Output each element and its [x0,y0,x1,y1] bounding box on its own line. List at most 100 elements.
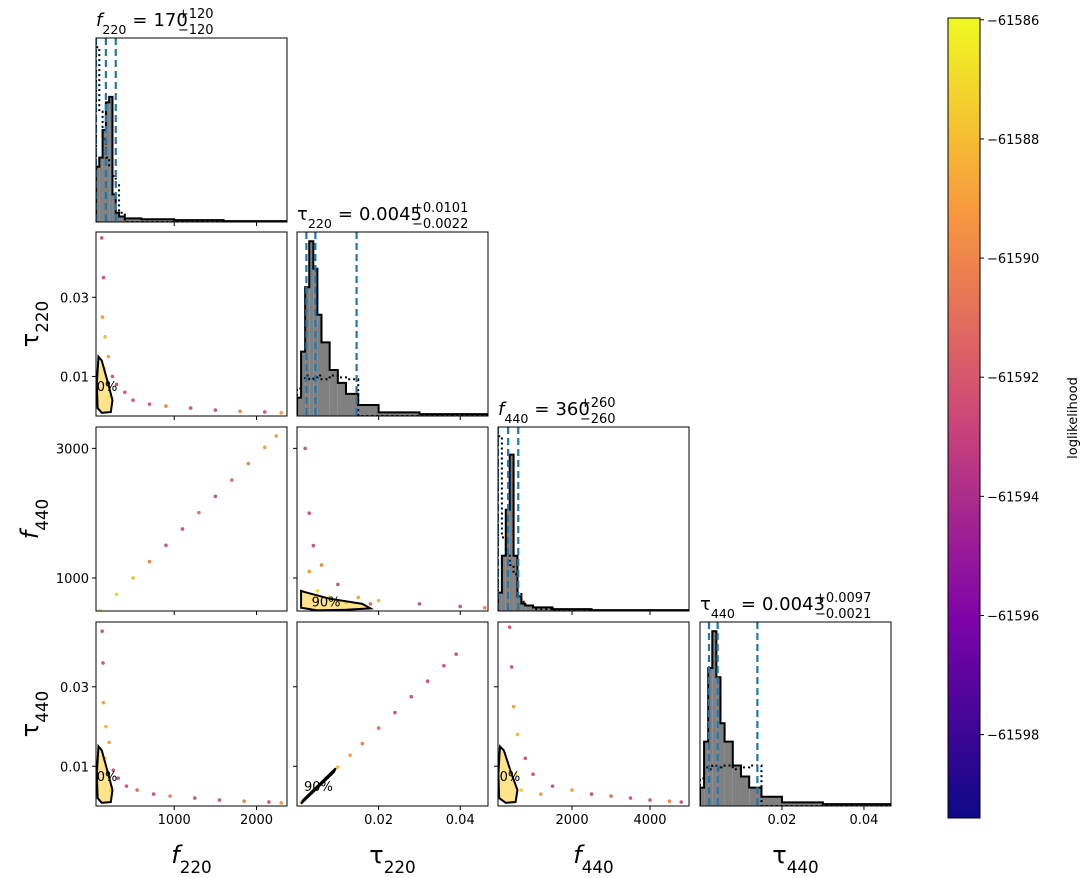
sample-point [307,511,312,515]
panel-frame [95,37,288,223]
colorbar [947,17,981,819]
panel-frame [699,621,892,807]
sample-point [180,527,185,531]
sample-point [124,784,129,788]
hist-bar [708,668,713,806]
panel-frame [95,231,288,417]
x-axis-label: f440 [573,841,613,877]
hist-bar [109,96,113,222]
sample-point [307,569,312,574]
subscript: 220 [32,301,52,333]
sample-point [303,446,307,451]
sample-point [454,652,458,656]
panel-frame [95,621,288,807]
sample-point [628,796,633,800]
sample-point [262,410,267,414]
sample-point [188,406,193,410]
sample-point [368,602,373,606]
panel-frame [497,426,690,612]
hist-bar [740,776,750,806]
x-tick-label: 0.02 [767,813,796,828]
colorbar-tick-label: −61586 [987,14,1039,29]
colorbar-label: loglikelihood [1066,377,1081,459]
sample-point [114,592,119,597]
contour-label: 90% [88,380,117,395]
hist-bar [509,454,514,611]
hist-bar [96,166,100,222]
subscript: 440 [32,499,52,531]
symbol: τ [700,594,711,615]
x-tick-label: 0.04 [849,813,878,828]
sample-point [458,604,463,609]
contour-90 [96,354,114,414]
sample-point [131,576,135,580]
hist-outline [96,95,287,222]
panel-clip: 90% [88,629,284,805]
y-axis-label: f440 [16,499,52,539]
hist-bar [119,216,125,222]
sample-point [315,589,320,593]
sample-point [348,753,352,757]
sample-point [360,741,365,746]
hist-bar [513,555,518,611]
contour-90 [498,744,519,804]
sample-point [425,679,430,684]
sample-point [213,494,218,499]
sample-point [131,398,135,402]
hist-bar [102,130,106,222]
sample-point [101,661,105,665]
contour-90 [96,743,114,804]
panel-frame [296,426,489,612]
x-axis-label: τ220 [369,841,415,877]
hist-bar [301,351,306,416]
sample-point [589,792,594,796]
hist-bar [704,741,709,806]
y-tick-label: 0.03 [60,291,89,306]
subscript: 440 [711,606,735,621]
sample-point [135,788,139,792]
sample-point [147,402,152,406]
hist-bar [124,218,142,222]
symbol: τ [772,841,786,869]
hist-bar [112,194,116,222]
sample-point [101,275,106,280]
hist-bar [317,314,322,416]
title-sep: = [338,204,353,225]
hist-bar [345,393,359,416]
y-axis-label: τ220 [16,301,52,347]
sample-point [356,595,361,600]
sample-point [246,461,251,466]
sample-point [274,434,279,438]
y-tick-label: 0.01 [60,760,89,775]
lower-error: −120 [178,23,214,38]
sample-point [98,608,102,611]
hist-bar [378,412,420,416]
title-sep: = [741,594,756,615]
hist-bar [358,404,379,416]
sample-point [539,792,543,796]
sample-point [550,784,555,788]
x-tick-label: 2000 [556,813,589,828]
hist-bar [297,397,302,416]
y-tick-label: 0.01 [60,370,89,385]
sample-point [147,559,152,564]
colorbar-tick-label: −61592 [987,371,1039,386]
sample-point [319,563,324,567]
contour-90 [300,767,337,805]
x-tick-label: 2000 [240,813,273,828]
sample-point [106,354,111,359]
hist-bar [761,796,782,806]
hist-bar [309,241,314,416]
subscript: 440 [787,857,819,877]
sample-point [513,772,518,777]
hist-bar [337,382,346,416]
panel-clip [96,38,287,222]
subscript: 440 [504,411,528,426]
sample-point [279,411,284,415]
contour-label: 90% [312,595,341,610]
hist-bar [724,741,733,806]
contour-label: 90% [88,770,117,785]
panel-clip [297,232,488,416]
lower-error: −0.0022 [412,217,468,232]
sample-point [103,335,107,339]
